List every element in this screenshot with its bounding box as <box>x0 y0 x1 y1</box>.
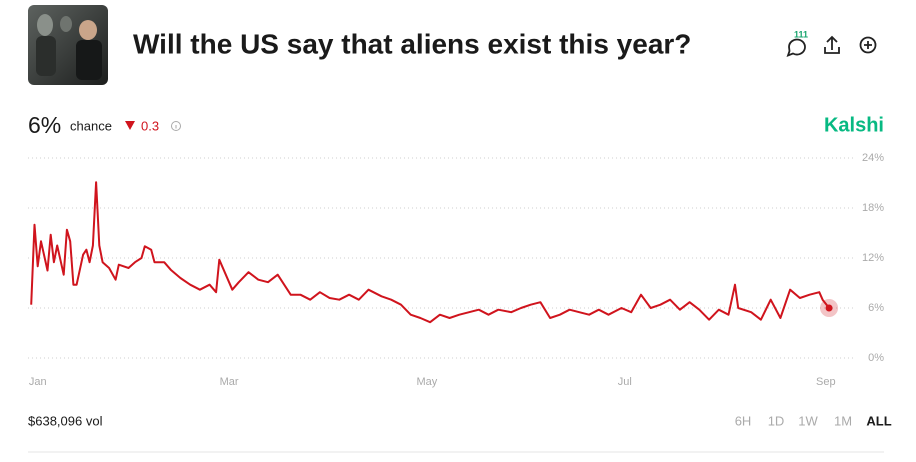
share-button[interactable] <box>824 35 840 54</box>
y-tick-label: 24% <box>862 152 884 164</box>
change: 0.3 <box>141 118 159 133</box>
chart: 0% 6% 12% 18% 24% Jan Mar May Jul Sep <box>28 152 884 388</box>
range-selector: 6H 1D 1W 1M ALL <box>735 413 892 428</box>
y-tick-label: 12% <box>862 252 884 264</box>
x-tick-label: May <box>417 376 438 388</box>
y-tick-label: 18% <box>862 202 884 214</box>
price-line <box>30 181 830 324</box>
chance-label: chance <box>70 118 112 133</box>
range-button[interactable]: ALL <box>866 413 891 428</box>
source: Kalshi <box>824 114 884 136</box>
title: Will the US say that aliens exist this y… <box>133 28 691 59</box>
x-tick-label: Mar <box>220 376 239 388</box>
current-point <box>825 304 833 312</box>
comment-count: 111 <box>794 29 808 39</box>
chance-value: 6% <box>28 112 61 138</box>
range-button[interactable]: 1W <box>798 413 818 428</box>
thumbnail <box>28 5 108 85</box>
y-tick-label: 0% <box>868 352 884 364</box>
range-button[interactable]: 1M <box>834 413 852 428</box>
x-tick-label: Jan <box>29 376 47 388</box>
y-tick-label: 6% <box>868 302 884 314</box>
down-arrow <box>125 121 135 130</box>
range-button[interactable]: 1D <box>768 413 785 428</box>
comments-button[interactable]: 111 <box>786 29 808 58</box>
range-button[interactable]: 6H <box>735 413 752 428</box>
x-tick-label: Sep <box>816 376 836 388</box>
volume: $638,096 vol <box>28 413 103 428</box>
x-tick-label: Jul <box>618 376 632 388</box>
add-button[interactable] <box>859 36 877 54</box>
info-icon[interactable] <box>171 121 181 131</box>
